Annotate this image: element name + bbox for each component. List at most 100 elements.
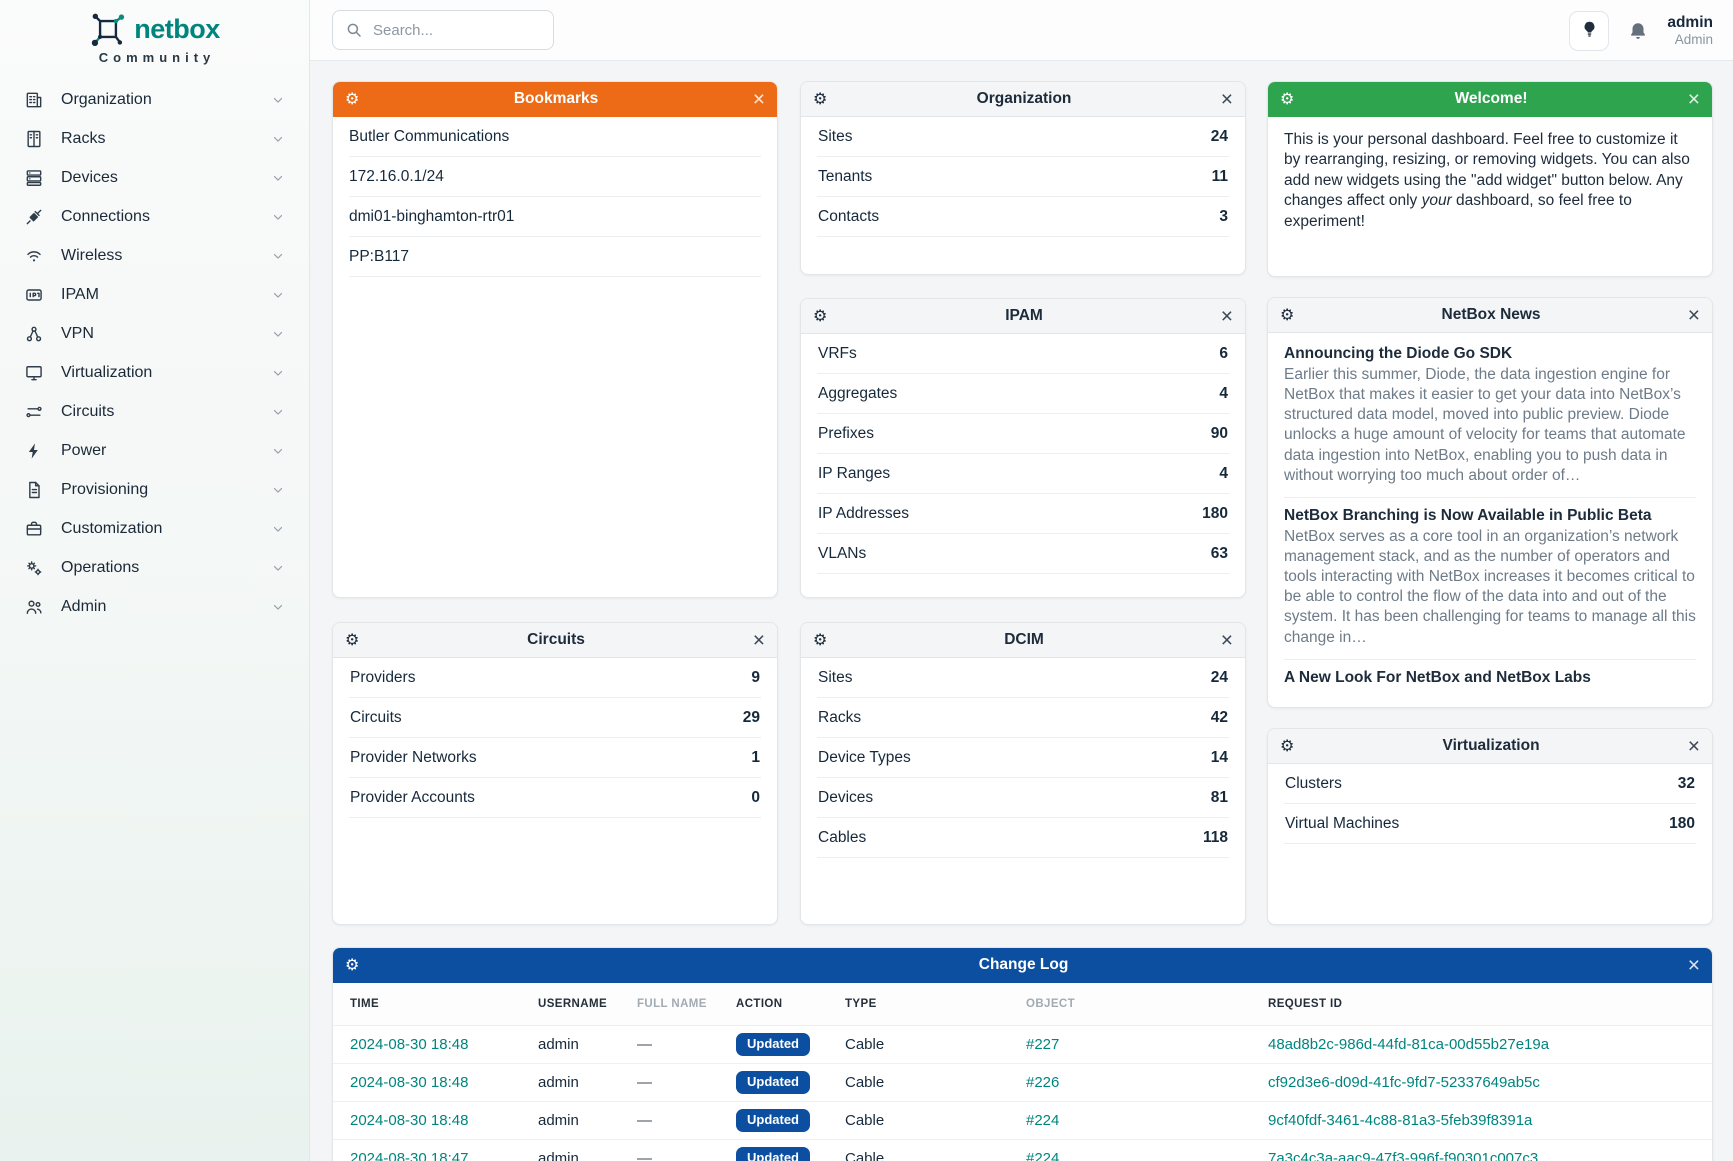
stat-row[interactable]: Aggregates 4	[817, 374, 1229, 414]
bookmark-link[interactable]: PP:B117	[349, 237, 761, 277]
close-icon[interactable]: ×	[1687, 953, 1700, 977]
cell-text: Cable	[845, 1074, 885, 1091]
cell-link[interactable]: #224	[1026, 1112, 1060, 1129]
cell-link[interactable]: #224	[1026, 1150, 1060, 1161]
widget-title: Circuits	[527, 631, 585, 648]
column-header-type[interactable]: TYPE	[845, 998, 877, 1010]
cell-link[interactable]: 48ad8b2c-986d-44fd-81ca-00d55b27e19a	[1268, 1036, 1550, 1053]
sidebar-item-racks[interactable]: Racks	[0, 119, 309, 158]
stat-row[interactable]: Provider Networks 1	[349, 738, 761, 778]
sidebar-item-connections[interactable]: Connections	[0, 197, 309, 236]
column-header-request-id[interactable]: REQUEST ID	[1268, 998, 1343, 1010]
stat-value: 63	[1210, 544, 1228, 562]
bookmark-link[interactable]: Butler Communications	[349, 117, 761, 157]
stat-value: 29	[742, 708, 760, 726]
notifications-bell-icon[interactable]	[1627, 20, 1649, 42]
stat-row[interactable]: Virtual Machines 180	[1284, 804, 1696, 844]
gear-icon[interactable]: ⚙	[813, 306, 828, 325]
news-article-title[interactable]: NetBox Branching is Now Available in Pub…	[1284, 506, 1652, 524]
cell-link[interactable]: 9cf40fdf-3461-4c88-81a3-5feb39f8391a	[1268, 1112, 1533, 1129]
gear-icon[interactable]: ⚙	[1280, 89, 1295, 108]
close-icon[interactable]: ×	[752, 628, 765, 652]
gear-icon[interactable]: ⚙	[345, 955, 360, 974]
ipam-stats: VRFs 6 Aggregates 4 Prefixes 90 IP Ranges 4 IP A…	[801, 334, 1245, 574]
column-header-full-name[interactable]: FULL NAME	[637, 998, 707, 1010]
sidebar-item-organization[interactable]: Organization	[0, 80, 309, 119]
bookmark-link[interactable]: 172.16.0.1/24	[349, 157, 761, 197]
stat-row[interactable]: Cables 118	[817, 818, 1229, 858]
network-icon	[24, 324, 44, 344]
sidebar-item-devices[interactable]: Devices	[0, 158, 309, 197]
stat-row[interactable]: Racks 42	[817, 698, 1229, 738]
sidebar-item-vpn[interactable]: VPN	[0, 314, 309, 353]
cell-link[interactable]: #226	[1026, 1074, 1060, 1091]
cell-link[interactable]: 2024-08-30 18:48	[350, 1036, 469, 1053]
sidebar-item-wireless[interactable]: Wireless	[0, 236, 309, 275]
stat-row[interactable]: Providers 9	[349, 658, 761, 698]
theme-toggle-button[interactable]	[1569, 10, 1610, 51]
stat-row[interactable]: Provider Accounts 0	[349, 778, 761, 818]
sidebar-item-customization[interactable]: Customization	[0, 509, 309, 548]
cell-link[interactable]: 2024-08-30 18:48	[350, 1074, 469, 1091]
sidebar-item-virtualization[interactable]: Virtualization	[0, 353, 309, 392]
sidebar-item-power[interactable]: Power	[0, 431, 309, 470]
gear-icon[interactable]: ⚙	[813, 89, 828, 108]
stat-row[interactable]: Devices 81	[817, 778, 1229, 818]
stat-row[interactable]: Sites 24	[817, 658, 1229, 698]
stat-label: Virtual Machines	[1285, 814, 1400, 832]
user-menu[interactable]: admin Admin	[1667, 14, 1713, 47]
stat-row[interactable]: Device Types 14	[817, 738, 1229, 778]
gear-icon[interactable]: ⚙	[1280, 736, 1295, 755]
cell-link[interactable]: 2024-08-30 18:47	[350, 1150, 469, 1161]
close-icon[interactable]: ×	[1220, 87, 1233, 111]
gear-icon[interactable]: ⚙	[345, 630, 360, 649]
cell-link[interactable]: 2024-08-30 18:48	[350, 1112, 469, 1129]
stat-row[interactable]: Sites 24	[817, 117, 1229, 157]
close-icon[interactable]: ×	[752, 87, 765, 111]
stat-row[interactable]: Circuits 29	[349, 698, 761, 738]
sidebar-item-operations[interactable]: Operations	[0, 548, 309, 587]
widget-welcome: ⚙ Welcome! × This is your personal dashb…	[1267, 81, 1713, 277]
sidebar-item-admin[interactable]: Admin	[0, 587, 309, 626]
stat-row[interactable]: Tenants 11	[817, 157, 1229, 197]
news-article-title[interactable]: Announcing the Diode Go SDK	[1284, 345, 1513, 362]
cell-link[interactable]: cf92d3e6-d09d-41fc-9fd7-52337649ab5c	[1268, 1074, 1540, 1091]
stat-row[interactable]: IP Addresses 180	[817, 494, 1229, 534]
sidebar-item-provisioning[interactable]: Provisioning	[0, 470, 309, 509]
close-icon[interactable]: ×	[1220, 304, 1233, 328]
sidebar-item-circuits[interactable]: Circuits	[0, 392, 309, 431]
close-icon[interactable]: ×	[1220, 628, 1233, 652]
netbox-logo[interactable]: netbox	[0, 0, 309, 48]
welcome-text-part: dashboard, so feel free to experiment!	[1284, 192, 1632, 230]
stat-row[interactable]: Clusters 32	[1284, 764, 1696, 804]
stat-row[interactable]: Prefixes 90	[817, 414, 1229, 454]
search-box[interactable]	[332, 10, 554, 50]
bookmark-link[interactable]: dmi01-binghamton-rtr01	[349, 197, 761, 237]
stat-row[interactable]: IP Ranges 4	[817, 454, 1229, 494]
sidebar-item-label: Connections	[61, 207, 150, 225]
column-header-object[interactable]: OBJECT	[1026, 998, 1076, 1010]
widget-bookmarks: ⚙ Bookmarks × Butler Communications 172.1…	[332, 81, 778, 598]
chevron-down-icon	[271, 444, 285, 458]
gear-icon[interactable]: ⚙	[345, 89, 360, 108]
gear-icon[interactable]: ⚙	[1280, 305, 1295, 324]
cell-link[interactable]: #227	[1026, 1036, 1060, 1053]
close-icon[interactable]: ×	[1687, 734, 1700, 758]
column-header-username[interactable]: USERNAME	[538, 998, 608, 1010]
gear-icon[interactable]: ⚙	[813, 630, 828, 649]
cell-link[interactable]: 7a3c4c3a-aac9-47f3-996f-f90301c007c3	[1268, 1150, 1539, 1161]
topbar: admin Admin	[310, 0, 1733, 61]
sidebar-item-ipam[interactable]: IPAM	[0, 275, 309, 314]
column-header-action[interactable]: ACTION	[736, 998, 783, 1010]
widget-ipam-header: ⚙ IPAM ×	[801, 299, 1245, 334]
stat-row[interactable]: VRFs 6	[817, 334, 1229, 374]
stat-row[interactable]: Contacts 3	[817, 197, 1229, 237]
column-header-time[interactable]: TIME	[350, 998, 380, 1010]
search-input[interactable]	[373, 21, 541, 39]
widget-bookmarks-header: ⚙ Bookmarks ×	[333, 82, 777, 117]
news-article-title[interactable]: A New Look For NetBox and NetBox Labs	[1284, 668, 1591, 686]
stat-row[interactable]: VLANs 63	[817, 534, 1229, 574]
close-icon[interactable]: ×	[1687, 303, 1700, 327]
close-icon[interactable]: ×	[1687, 87, 1700, 111]
welcome-text-part: your	[1421, 192, 1452, 210]
